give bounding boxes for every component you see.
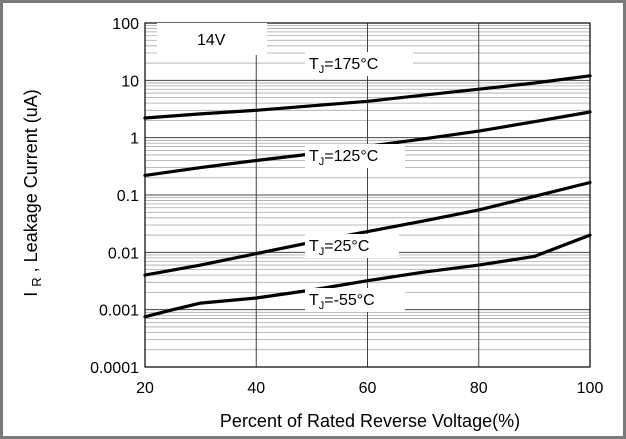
series-label-background [305,288,405,312]
x-tick-label: 100 [577,380,604,397]
x-tick-label: 60 [359,380,377,397]
x-tick-label: 80 [470,380,488,397]
series-point [143,315,147,319]
legend-layer: 14V [157,23,267,55]
series-label-rest: =25°C [324,238,369,255]
y-tick-label: 0.001 [99,303,139,320]
series-point [255,109,258,112]
series-label: TJ=125°C [309,148,378,168]
y-tick-label: 0.01 [108,245,139,262]
legend-box [157,23,267,55]
series-label: TJ=175°C [309,56,378,76]
axis-layer: Percent of Rated Reverse Voltage(%) I R … [21,16,603,431]
series-point [588,233,592,237]
series-point [310,104,314,107]
series-point [477,88,480,91]
series-point [533,120,536,123]
series-point [533,195,536,198]
series-point [255,252,258,255]
series-label-symbol: T [309,238,319,255]
series-point [588,74,592,77]
y-tick-label: 100 [112,16,139,33]
plot-border [144,22,591,368]
y-axis-label-symbol: I [21,292,41,297]
series-point [588,181,592,184]
series-point [366,279,369,282]
x-axis-label: Percent of Rated Reverse Voltage(%) [220,411,520,431]
y-axis-label: I R , Leakage Current (uA) [21,89,45,297]
series-point [421,137,425,141]
series-point [199,166,202,169]
series-point [143,174,147,177]
series-label-background [305,234,399,258]
series-label-background [305,144,405,168]
series-point [533,255,536,258]
series-label-rest: =125°C [324,148,378,165]
x-tick-label: 40 [247,380,265,397]
series-label: TJ=-55°C [309,292,375,312]
series-point [366,230,369,233]
series-label: TJ=25°C [309,238,369,258]
series-label-subscript: J [319,246,325,258]
series-point [366,100,369,103]
series-point [143,273,147,277]
series-point [421,271,425,274]
y-tick-label: 10 [121,73,139,90]
legend-text: 14V [197,32,226,49]
series-label-rest: =175°C [324,56,378,73]
series-point [171,308,175,311]
series-point [588,110,592,114]
series-point [421,219,425,223]
series-point [255,159,258,162]
series-point [199,112,202,116]
series-point [421,94,425,97]
series-point [143,116,147,120]
y-tick-label: 0.0001 [90,360,139,377]
series-label-rest: =-55°C [324,292,374,309]
x-tick-label: 20 [136,380,154,397]
series-label-subscript: J [319,300,325,312]
series-point [477,208,480,212]
series-label-background [305,52,413,76]
chart-plot: TJ=175°CTJ=125°CTJ=25°CTJ=-55°C 14V Perc… [21,16,603,431]
series-point [533,81,536,85]
series-label-symbol: T [309,292,319,309]
series-point [560,244,564,248]
series-label-symbol: T [309,148,319,165]
y-axis-label-subscript: R [29,277,44,286]
series-point [255,296,258,300]
series-point [477,263,480,267]
series-label-subscript: J [319,64,325,76]
series-label-subscript: J [319,156,325,168]
series-label-symbol: T [309,56,319,73]
series-point [199,263,202,267]
series-point [477,129,480,133]
y-tick-label: 1 [130,131,139,148]
series-point [199,301,202,305]
y-axis-label-text: , Leakage Current (uA) [21,89,41,272]
y-tick-label: 0.1 [117,188,139,205]
label-layer: TJ=175°CTJ=125°CTJ=25°CTJ=-55°C [305,52,413,312]
